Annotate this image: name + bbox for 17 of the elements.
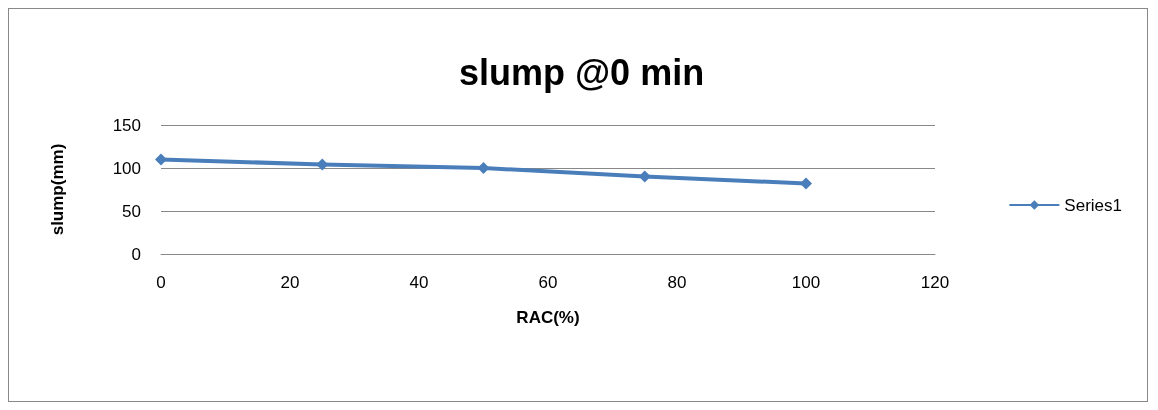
chart-title: slump @0 min bbox=[459, 51, 705, 93]
y-tick-label: 100 bbox=[112, 158, 141, 178]
x-tick-label: 60 bbox=[538, 273, 558, 292]
x-tick-label: 40 bbox=[409, 273, 429, 292]
legend-label: Series1 bbox=[1064, 195, 1122, 215]
x-tick-label: 100 bbox=[791, 273, 821, 292]
y-tick-label: 150 bbox=[112, 115, 141, 135]
x-tick-label: 20 bbox=[280, 273, 300, 292]
y-tick-label: 50 bbox=[122, 201, 141, 221]
x-tick-label: 0 bbox=[156, 273, 166, 292]
x-axis-title: RAC(%) bbox=[516, 308, 580, 327]
x-tick-label: 80 bbox=[667, 273, 687, 292]
point bbox=[155, 153, 167, 166]
point bbox=[800, 177, 812, 190]
y-tick-label: 0 bbox=[131, 244, 141, 264]
y-axis-title: slump(mm) bbox=[48, 143, 67, 236]
x-tick-label: 120 bbox=[920, 273, 950, 292]
